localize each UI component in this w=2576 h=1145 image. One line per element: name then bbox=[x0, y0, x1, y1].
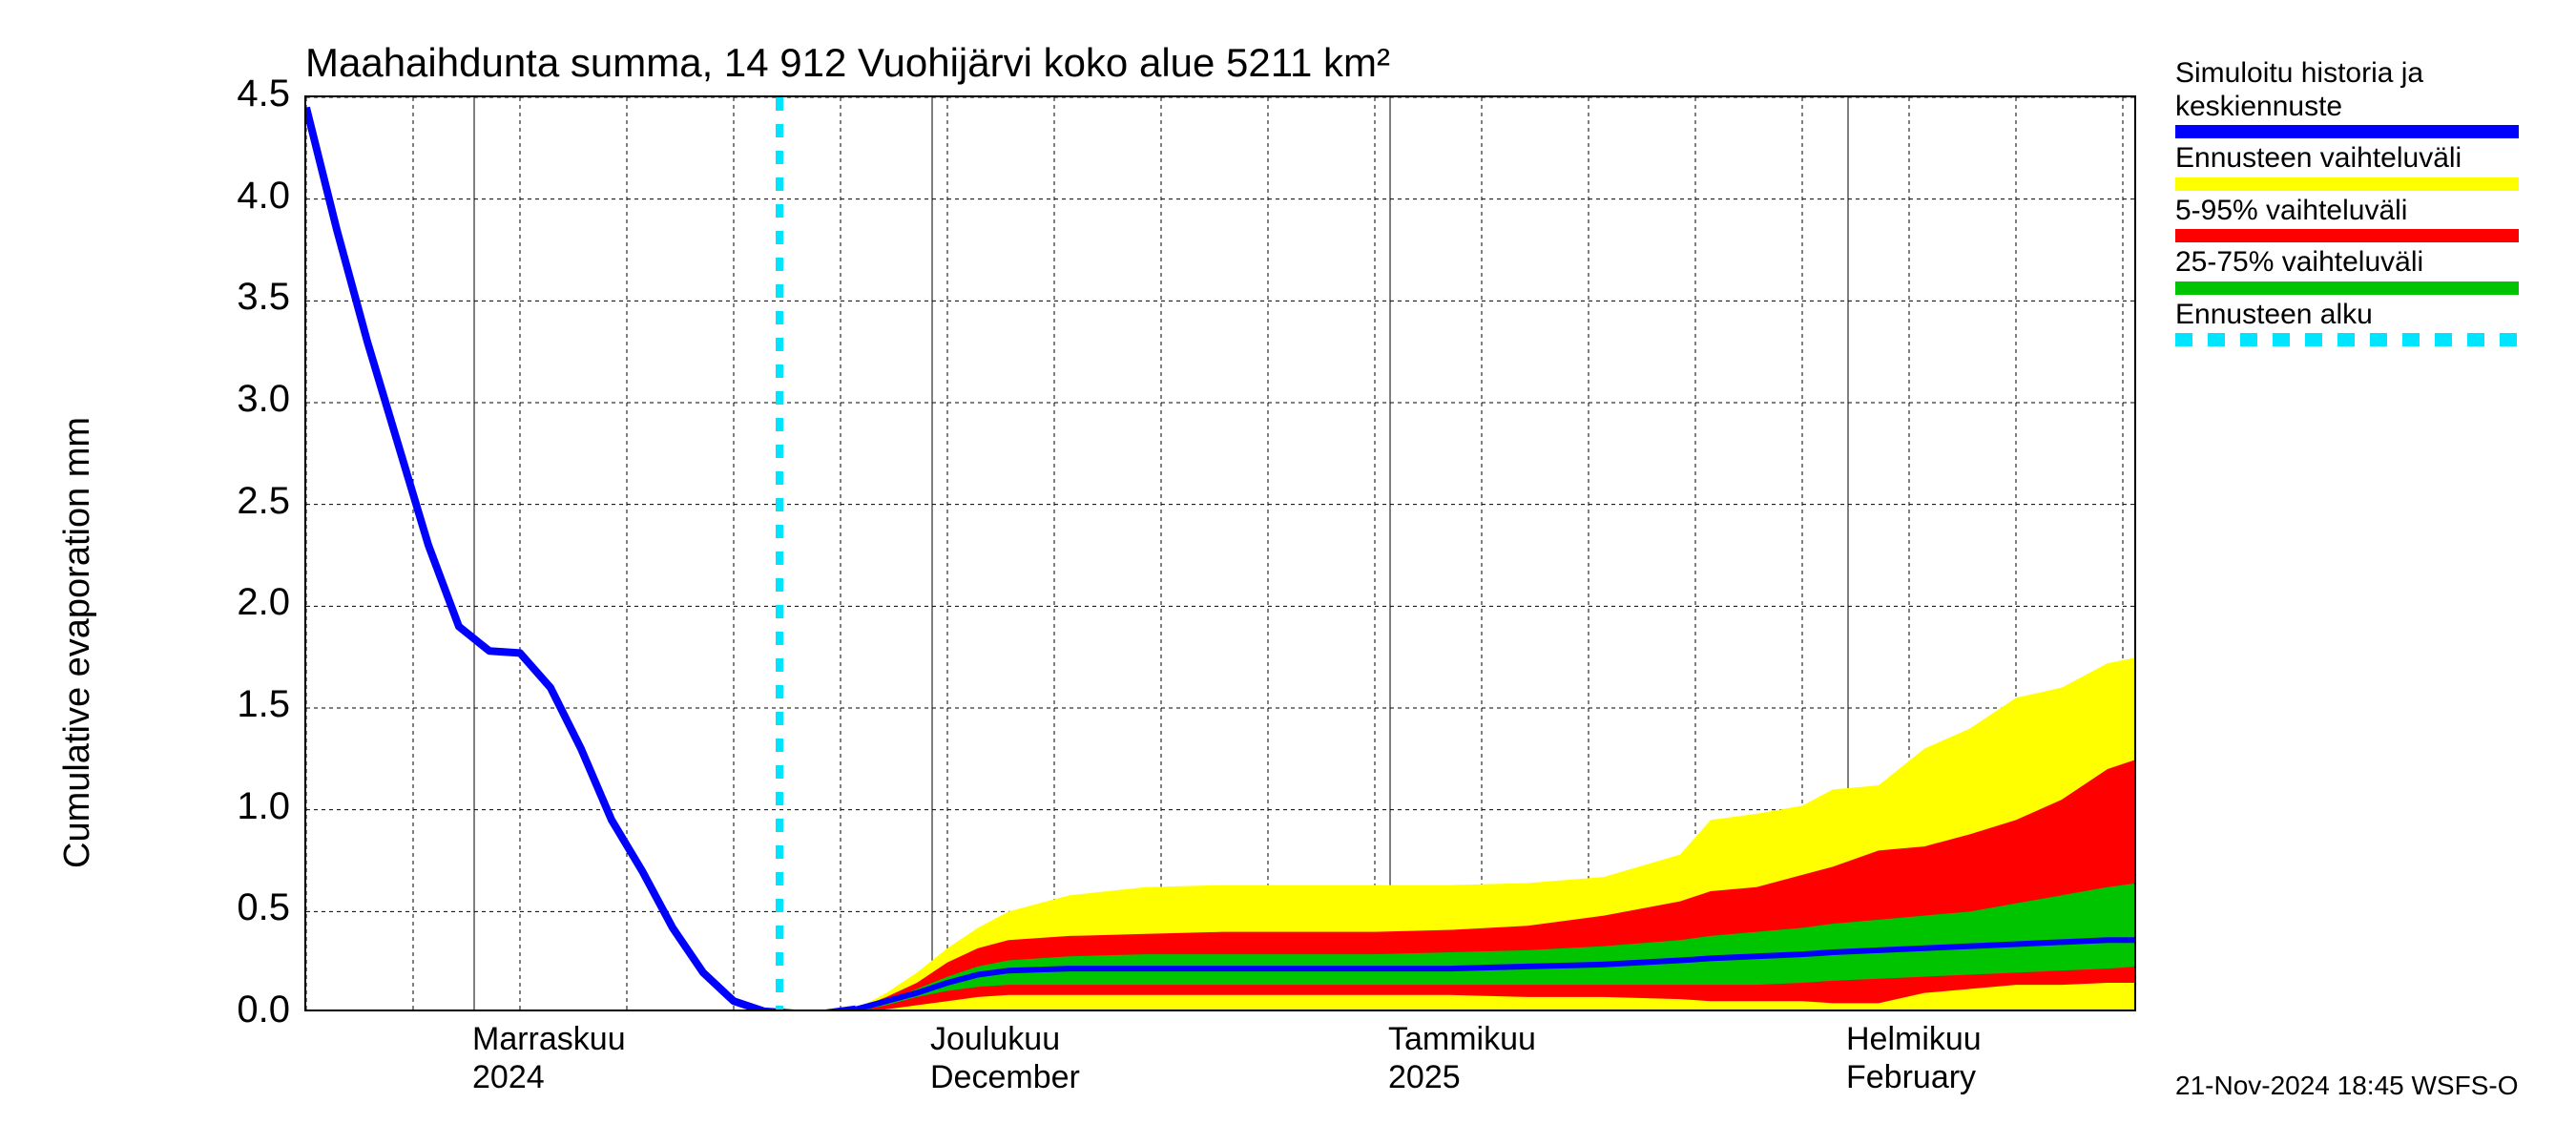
x-tick-label: 2025 bbox=[1388, 1059, 1461, 1096]
y-tick-label: 1.5 bbox=[214, 683, 290, 726]
y-tick-label: 4.5 bbox=[214, 73, 290, 115]
x-tick-label: Tammikuu bbox=[1388, 1021, 1536, 1058]
legend-label: 25-75% vaihteluväli bbox=[2175, 246, 2519, 280]
legend-swatch bbox=[2175, 229, 2519, 242]
chart-title: Maahaihdunta summa, 14 912 Vuohijärvi ko… bbox=[305, 40, 1390, 86]
y-tick-label: 2.5 bbox=[214, 480, 290, 523]
y-tick-label: 1.0 bbox=[214, 785, 290, 828]
y-tick-label: 2.0 bbox=[214, 581, 290, 624]
footer-timestamp: 21-Nov-2024 18:45 WSFS-O bbox=[2175, 1071, 2519, 1101]
x-tick-label: December bbox=[930, 1059, 1080, 1096]
y-tick-label: 4.0 bbox=[214, 175, 290, 218]
legend: Simuloitu historia jakeskiennuste Ennuste… bbox=[2175, 57, 2519, 350]
legend-swatch bbox=[2175, 125, 2519, 138]
legend-item-p5_95: 5-95% vaihteluväli bbox=[2175, 195, 2519, 243]
plot-area bbox=[304, 95, 2136, 1011]
legend-item-p25_75: 25-75% vaihteluväli bbox=[2175, 246, 2519, 295]
legend-swatch bbox=[2175, 281, 2519, 295]
legend-label: Ennusteen alku bbox=[2175, 299, 2519, 332]
legend-item-history: Simuloitu historia jakeskiennuste bbox=[2175, 57, 2519, 138]
legend-swatch bbox=[2175, 333, 2519, 346]
x-tick-label: 2024 bbox=[472, 1059, 545, 1096]
x-tick-label: Helmikuu bbox=[1846, 1021, 1982, 1058]
x-tick-label: February bbox=[1846, 1059, 1976, 1096]
history-line bbox=[306, 108, 856, 1011]
chart-frame: Maahaihdunta summa, 14 912 Vuohijärvi ko… bbox=[0, 0, 2576, 1145]
plot-svg bbox=[306, 97, 2136, 1011]
y-tick-label: 3.5 bbox=[214, 276, 290, 319]
x-tick-label: Marraskuu bbox=[472, 1021, 626, 1058]
legend-label: 5-95% vaihteluväli bbox=[2175, 195, 2519, 228]
y-axis-label: Cumulative evaporation mm bbox=[57, 417, 98, 868]
legend-swatch bbox=[2175, 177, 2519, 191]
y-tick-label: 0.5 bbox=[214, 886, 290, 929]
y-tick-label: 3.0 bbox=[214, 378, 290, 421]
y-tick-label: 0.0 bbox=[214, 989, 290, 1031]
legend-label: Ennusteen vaihteluväli bbox=[2175, 142, 2519, 176]
legend-item-start: Ennusteen alku bbox=[2175, 299, 2519, 347]
x-tick-label: Joulukuu bbox=[930, 1021, 1060, 1058]
legend-item-full: Ennusteen vaihteluväli bbox=[2175, 142, 2519, 191]
legend-label: Simuloitu historia jakeskiennuste bbox=[2175, 57, 2519, 123]
